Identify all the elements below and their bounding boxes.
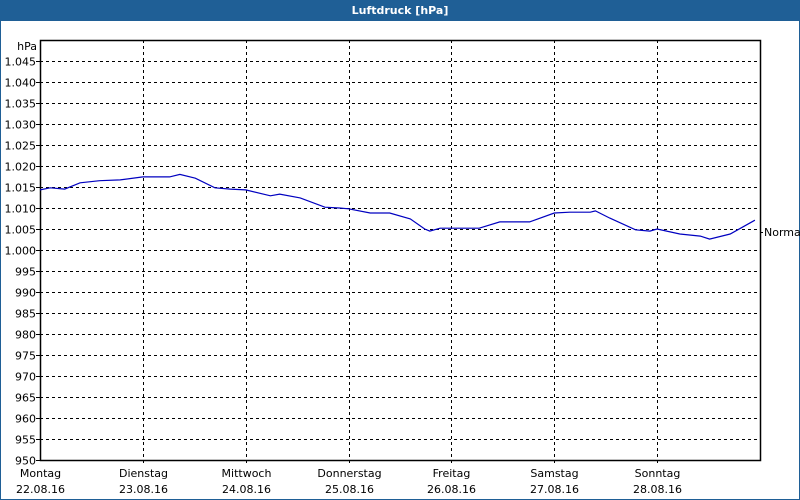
y-tick-label: 1.030 [5,119,37,132]
x-tick-day: Mittwoch [222,467,272,480]
y-tick-label: 1.015 [5,182,37,195]
x-tick-day: Dienstag [119,467,168,480]
x-tick-date: 22.08.16 [16,483,65,496]
y-tick-label: 965 [15,392,36,405]
x-tick-day: Sonntag [635,467,681,480]
y-tick-label: 985 [15,308,36,321]
y-tick-label: 955 [15,434,36,447]
y-tick-label: 950 [15,455,36,468]
y-tick-label: 980 [15,329,36,342]
y-axis-unit: hPa [17,40,37,53]
y-tick-label: 1.005 [5,224,37,237]
y-tick-label: 960 [15,413,36,426]
x-tick-date: 28.08.16 [633,483,682,496]
y-tick-label: 1.045 [5,56,37,69]
y-tick-label: 1.010 [5,203,37,216]
y-tick-label: 1.035 [5,98,37,111]
normal-label: Normal [764,226,800,239]
pressure-line [39,173,756,240]
x-tick-day: Donnerstag [317,467,381,480]
y-tick-label: 990 [15,287,36,300]
y-tick-label: 995 [15,266,36,279]
chart-title: Luftdruck [hPa] [0,0,800,21]
y-tick-label: 1.020 [5,161,37,174]
x-tick-date: 27.08.16 [530,483,579,496]
x-tick-date: 26.08.16 [427,483,476,496]
x-tick-day: Samstag [530,467,578,480]
x-tick-date: 23.08.16 [119,483,168,496]
x-tick-day: Montag [20,467,61,480]
y-tick-label: 970 [15,371,36,384]
x-tick-day: Freitag [433,467,471,480]
y-tick-label: 1.025 [5,140,37,153]
x-tick-date: 24.08.16 [222,483,271,496]
y-tick-label: 1.040 [5,77,37,90]
y-tick-label: 1.000 [5,245,37,258]
y-tick-label: 975 [15,350,36,363]
plot-area-border [39,39,762,462]
x-tick-date: 25.08.16 [325,483,374,496]
